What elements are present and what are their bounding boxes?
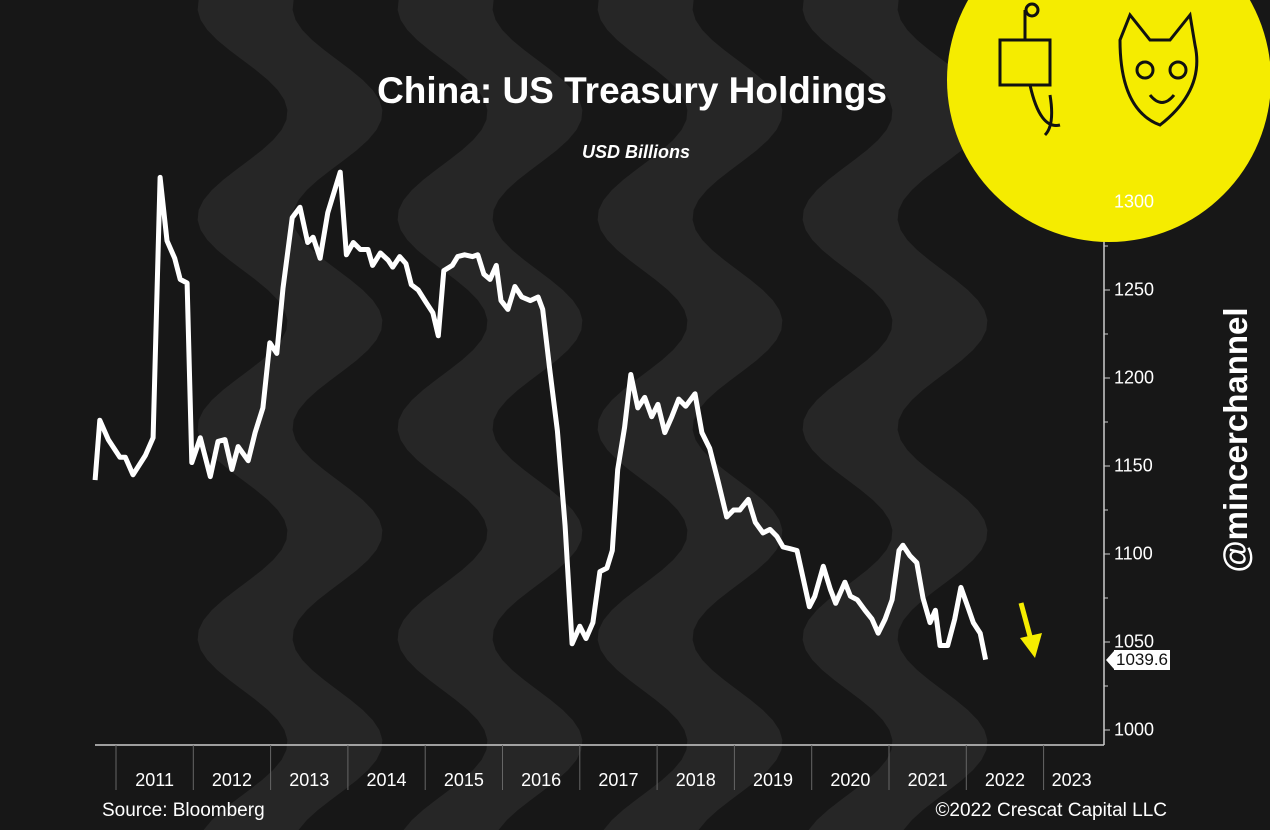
copyright-note: ©2022 Crescat Capital LLC [935, 800, 1167, 821]
x-tick-label: 2014 [366, 770, 407, 790]
chart-title: China: US Treasury Holdings [377, 70, 887, 111]
x-tick-label: 2021 [907, 770, 948, 790]
y-tick-label: 1200 [1114, 367, 1155, 388]
y-tick-label: 1000 [1114, 719, 1155, 740]
last-value-label: 1039.6 [1114, 650, 1170, 670]
y-tick-label: 1150 [1114, 455, 1153, 476]
x-tick-label: 2018 [675, 770, 716, 790]
x-tick-label: 2022 [984, 770, 1025, 790]
x-tick-label: 2019 [753, 770, 794, 790]
x-tick-label: 2016 [521, 770, 562, 790]
y-tick-label: 1250 [1114, 279, 1155, 300]
wave-stripe [197, 0, 383, 830]
x-tick-label: 2012 [211, 770, 252, 790]
last-value-pointer [1106, 651, 1114, 669]
down-arrow-icon [1018, 602, 1042, 658]
x-tick-label: 2011 [135, 770, 174, 790]
x-tick-label: 2013 [289, 770, 330, 790]
x-tick-label: 2015 [443, 770, 484, 790]
wave-stripe [802, 0, 988, 830]
meat-grinder-cat-logo [947, 0, 1270, 242]
x-tick-label: 2017 [598, 770, 639, 790]
source-note: Source: Bloomberg [102, 800, 265, 821]
wave-stripe [597, 0, 783, 830]
y-tick-label: 1300 [1114, 191, 1155, 212]
series-line [92, 169, 989, 661]
wave-stripe [397, 0, 583, 830]
x-tick-label: 2020 [830, 770, 871, 790]
background-wave-stripes [197, 0, 988, 830]
watermark-handle: @mincerchannel [1217, 307, 1254, 573]
chart-subtitle: USD Billions [581, 142, 690, 162]
x-tick-label: 2023 [1051, 770, 1092, 790]
axes [95, 157, 1114, 790]
y-tick-label: 1100 [1114, 543, 1153, 564]
y-tick-label: 1050 [1114, 631, 1155, 652]
